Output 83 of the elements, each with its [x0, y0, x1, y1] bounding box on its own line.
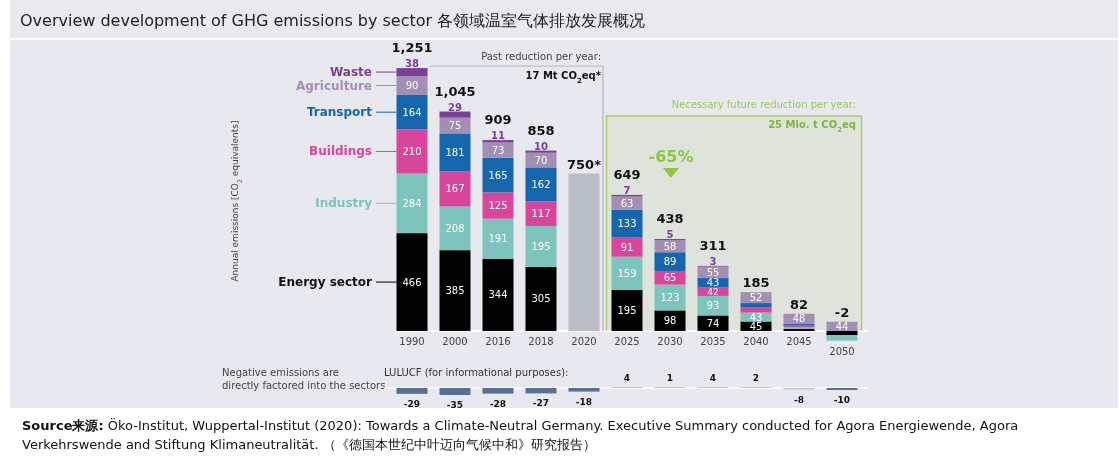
data-label: 90 — [405, 80, 419, 92]
data-label: 38 — [405, 58, 419, 70]
text: Past reduction per year: — [481, 51, 601, 62]
total-label: 82 — [789, 296, 809, 312]
data-label: 58 — [663, 240, 677, 252]
data-label: 11 — [491, 130, 505, 142]
data-label: 43 — [749, 311, 763, 323]
total-label: 858 — [527, 122, 555, 138]
data-label: 93 — [706, 300, 720, 312]
legend-label: Buildings — [309, 144, 372, 159]
annotation: Necessary future reduction per year: — [671, 99, 856, 110]
data-label: 43 — [706, 277, 720, 289]
data-label: 42 — [707, 287, 719, 298]
data-label: 117 — [531, 208, 551, 220]
data-label: 284 — [402, 197, 422, 209]
legend-label: Agriculture — [295, 78, 372, 93]
data-label: 10 — [534, 140, 548, 152]
x-tick-label: 2000 — [442, 336, 468, 347]
x-tick-label: 2030 — [657, 336, 683, 347]
total-label: -2 — [834, 304, 850, 320]
data-label: 89 — [663, 256, 677, 268]
data-label: 159 — [617, 267, 637, 279]
data-label: 91 — [620, 241, 634, 253]
data-label: 48 — [792, 313, 806, 325]
data-label: 162 — [531, 178, 551, 190]
data-label: 191 — [488, 233, 508, 245]
total-label: 438 — [656, 211, 684, 227]
legend-label: Transport — [306, 105, 373, 120]
data-label: 70 — [534, 154, 548, 166]
total-label: 909 — [484, 112, 512, 128]
x-tick-label: 2016 — [485, 336, 511, 347]
data-label: 55 — [706, 266, 720, 278]
text: Source来源: Öko-Institut, Wuppertal-Institut (2020): Towards a Climate-Neutral Germany. Executive Summary conducted for Agora Energiewende, Agora Verkehrswende and Stiftung Klimaneutralität. （《德国本世纪中叶迈向气候中和》研究报告） — [22, 417, 1019, 452]
data-label: 44 — [835, 320, 849, 332]
data-label: 65 — [663, 272, 677, 284]
data-label: 750* — [567, 156, 602, 172]
x-tick-label: 2018 — [528, 336, 554, 347]
annotation: 17 Mt CO$_{2}$eq* — [525, 70, 602, 85]
annotation: -65% — [648, 147, 694, 166]
data-label: 3 — [709, 255, 717, 267]
data-label: 133 — [617, 218, 637, 230]
x-tick-label: 2045 — [786, 336, 812, 347]
data-label: 74 — [706, 317, 720, 329]
x-tick-label: 2050 — [829, 345, 855, 357]
x-tick-label: 1990 — [399, 336, 425, 347]
data-label: 63 — [620, 197, 634, 209]
chart-title: Overview development of GHG emissions by sector 各领域温室气体排放发展概况 — [20, 11, 646, 30]
data-label: 7 — [623, 184, 631, 196]
total-label: 185 — [742, 275, 770, 291]
data-label: 123 — [660, 292, 680, 304]
total-label: 1,251 — [391, 40, 433, 56]
legend-label: Waste — [330, 65, 372, 80]
data-label: 208 — [445, 222, 465, 234]
data-label: 125 — [488, 200, 508, 212]
data-label: 466 — [402, 276, 422, 288]
x-tick-label: 2035 — [700, 336, 726, 347]
data-label: 29 — [448, 101, 462, 113]
data-label: 98 — [663, 315, 677, 327]
x-tick-label: 2025 — [614, 336, 640, 347]
data-label: 165 — [488, 169, 508, 181]
data-label: 164 — [402, 106, 422, 118]
data-label: 52 — [749, 292, 763, 304]
data-label: 385 — [445, 285, 465, 297]
data-label: 195 — [617, 305, 637, 317]
data-label: 5 — [666, 229, 674, 241]
annotation: 25 Mio. t CO$_{2}$eq — [768, 119, 856, 134]
data-label: 210 — [402, 145, 422, 157]
legend-label: Industry — [315, 196, 373, 211]
data-label: 75 — [448, 120, 462, 132]
legend-label: Energy sector — [278, 275, 373, 290]
data-label: 181 — [445, 146, 465, 158]
total-label: 649 — [613, 166, 641, 182]
data-label: 167 — [445, 183, 465, 195]
x-tick-label: 2040 — [743, 336, 769, 347]
chart-title: LULUCF (for informational purposes): — [384, 367, 569, 378]
data-label: 45 — [749, 320, 763, 332]
total-label: 1,045 — [434, 83, 476, 99]
total-label: 311 — [699, 237, 727, 253]
data-label: 305 — [531, 293, 551, 305]
data-label: 195 — [531, 240, 551, 252]
x-tick-label: 2020 — [571, 336, 597, 347]
data-label: 344 — [488, 289, 508, 301]
data-label: 73 — [491, 144, 505, 156]
